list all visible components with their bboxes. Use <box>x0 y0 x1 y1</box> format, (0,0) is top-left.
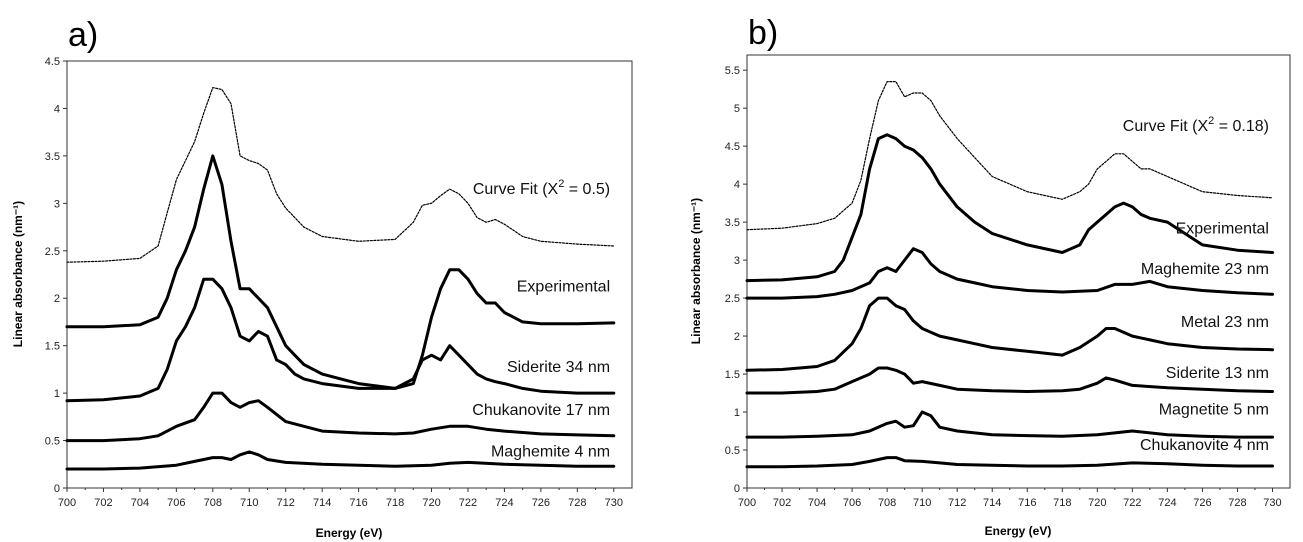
panel-a-x-tick-label: 704 <box>131 497 149 509</box>
panel-b-x-tick-label: 720 <box>1088 497 1106 509</box>
panel-b-y-tick-label: 5.5 <box>725 65 740 77</box>
panel-b-x-tick-label: 722 <box>1123 497 1141 509</box>
panel-a-x-tick-label: 702 <box>94 497 112 509</box>
panel-b-x-tick-label: 710 <box>913 497 931 509</box>
panel-b-series-label-1: Curve Fit (X2 = 0.18) <box>1123 115 1269 135</box>
panel-b-series-label-4: Metal 23 nm <box>1181 314 1269 331</box>
panel-a-y-tick-label: 3 <box>54 198 60 210</box>
panel-a-x-tick-label: 714 <box>313 497 331 509</box>
panel-a-x-tick-label: 728 <box>568 497 586 509</box>
panel-b-y-tick-label: 5 <box>734 103 740 115</box>
panel-b-y-tick-label: 2 <box>734 331 740 343</box>
panel-b-y-tick-label: 1 <box>734 407 740 419</box>
panel-b-x-tick-label: 702 <box>773 497 791 509</box>
panel-b-y-tick-label: 3 <box>734 255 740 267</box>
panel-a-y-tick-label: 3.5 <box>45 151 60 163</box>
panel-b-plot-frame <box>746 54 1291 489</box>
panel-b-label: b) <box>748 14 778 52</box>
panel-b-series-label-2: Experimental <box>1176 221 1269 238</box>
panel-a-x-tick-label: 708 <box>204 497 222 509</box>
panel-b-series-line-7 <box>745 456 1274 469</box>
panel-b-x-tick-label: 718 <box>1053 497 1071 509</box>
panel-b-x-tick-label: 700 <box>738 497 756 509</box>
panel-b-series-line-6 <box>745 410 1274 439</box>
panel-b-y-tick-label: 3.5 <box>725 217 740 229</box>
panel-a-x-tick-label: 730 <box>605 497 623 509</box>
panel-b-series-line-1 <box>746 81 1274 231</box>
panel-b-series-line-4 <box>745 296 1274 372</box>
panel-b-y-tick-label: 4 <box>734 179 740 191</box>
panel-a-y-tick-label: 0.5 <box>45 436 60 448</box>
panel-a-y-tick-label: 0 <box>54 483 60 495</box>
panel-b-x-tick-label: 712 <box>948 497 966 509</box>
panel-a-series-label-3: Siderite 34 nm <box>507 359 610 376</box>
panel-b-series-line-3 <box>745 247 1274 300</box>
panel-b-y-tick-label: 0.5 <box>725 445 740 457</box>
panel-b-series-label-3: Maghemite 23 nm <box>1141 261 1269 278</box>
panel-a-series-label-1: Curve Fit (X2 = 0.5) <box>473 178 610 198</box>
panel-b-y-tick-label: 1.5 <box>725 369 740 381</box>
panel-b-x-tick-label: 728 <box>1228 497 1246 509</box>
panel-a-series-line-3 <box>65 277 616 403</box>
panel-a-y-tick-label: 2 <box>54 293 60 305</box>
panel-a-x-tick-label: 716 <box>349 497 367 509</box>
panel-a-y-tick-label: 4 <box>54 103 60 115</box>
panel-a-x-tick-label: 718 <box>386 497 404 509</box>
panel-a-y-tick-label: 1.5 <box>45 341 60 353</box>
panel-a-x-tick-label: 722 <box>459 497 477 509</box>
panel-b-series-line-5 <box>745 366 1274 395</box>
panel-b-series-label-5: Siderite 13 nm <box>1166 365 1269 382</box>
panel-a-x-tick-label: 712 <box>277 497 295 509</box>
panel-a-plot-frame <box>66 60 633 489</box>
panel-a-series-label-2: Experimental <box>517 279 610 296</box>
panel-a-x-tick-label: 724 <box>495 497 513 509</box>
panel-b-series-label-6: Magnetite 5 nm <box>1159 401 1269 418</box>
panel-a-label: a) <box>68 16 98 54</box>
panel-a-series-line-5 <box>65 450 616 471</box>
panel-a-x-tick-label: 710 <box>240 497 258 509</box>
panel-a-x-axis-title: Energy (eV) <box>316 526 383 540</box>
panel-a-y-tick-label: 2.5 <box>45 246 60 258</box>
panel-b-y-tick-label: 4.5 <box>725 141 740 153</box>
panel-a-series-line-2 <box>65 154 616 390</box>
panel-a-x-tick-label: 720 <box>422 497 440 509</box>
panel-b-x-tick-label: 724 <box>1158 497 1176 509</box>
panel-a-x-tick-label: 700 <box>58 497 76 509</box>
panel-b-x-tick-label: 716 <box>1018 497 1036 509</box>
panel-b: b) 700 702 704 706 708 710 712 714 716 718 720 722 72… <box>689 14 1291 538</box>
panel-a-series-line-4 <box>65 391 616 443</box>
panel-a: a) 700 702 704 706 708 710 712 714 716 718 720 722 72… <box>11 16 633 540</box>
panel-b-x-tick-label: 730 <box>1263 497 1281 509</box>
panel-b-series-label-7: Chukanovite 4 nm <box>1140 437 1269 454</box>
panel-a-x-tick-label: 706 <box>167 497 185 509</box>
panel-b-y-tick-label: 0 <box>734 483 740 495</box>
panel-a-x-tick-label: 726 <box>532 497 550 509</box>
panel-b-x-tick-label: 726 <box>1193 497 1211 509</box>
panel-b-y-axis-title: Linear absorbance (nm⁻¹) <box>689 198 703 344</box>
panel-b-x-tick-label: 706 <box>843 497 861 509</box>
panel-b-x-tick-label: 714 <box>983 497 1001 509</box>
panel-b-x-axis-title: Energy (eV) <box>985 524 1052 538</box>
panel-a-y-tick-label: 1 <box>54 388 60 400</box>
panel-a-series-label-4: Chukanovite 17 nm <box>472 402 610 419</box>
panel-a-series-label-5: Maghemite 4 nm <box>491 444 610 461</box>
panel-a-series-line-1 <box>66 87 615 263</box>
panel-b-x-tick-label: 708 <box>878 497 896 509</box>
panel-b-x-tick-label: 704 <box>808 497 826 509</box>
panel-a-y-tick-label: 4.5 <box>45 56 60 68</box>
panel-b-series-line-2 <box>745 133 1274 283</box>
panel-b-y-tick-label: 2.5 <box>725 293 740 305</box>
panel-a-y-axis-title: Linear absorbance (nm⁻¹) <box>11 201 25 347</box>
